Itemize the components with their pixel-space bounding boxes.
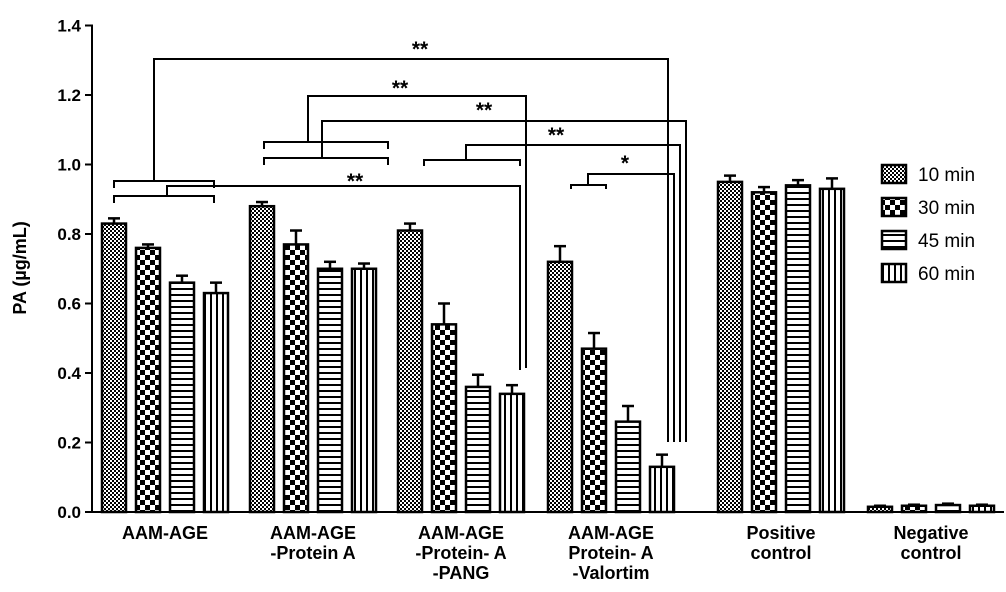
- bracket-line: [423, 159, 521, 166]
- category-label: AAM-AGE -Protein A: [270, 523, 356, 563]
- bracket-line: [570, 184, 607, 189]
- legend-label: 45 min: [918, 231, 975, 252]
- legend: 10 min 30 min 45 min 60 min: [880, 163, 975, 285]
- bracket-line: [153, 58, 669, 442]
- bar: [100, 222, 128, 514]
- significance-brackets: ***********: [113, 38, 687, 442]
- significance-label: *: [621, 152, 630, 175]
- category-label: AAM-AGE: [122, 523, 208, 543]
- legend-swatch: [880, 196, 908, 218]
- significance-label: **: [347, 170, 364, 193]
- legend-label: 30 min: [918, 198, 975, 219]
- y-tick-label: 0.0: [57, 503, 81, 522]
- category-label-line: control: [751, 543, 812, 563]
- bar: [396, 229, 424, 514]
- bar: [716, 180, 744, 514]
- category-label-line: -PANG: [433, 563, 490, 583]
- category-label-line: -Valortim: [572, 563, 649, 583]
- bar: [464, 385, 492, 514]
- y-tick-label: 0.6: [57, 295, 81, 314]
- bar: [784, 184, 812, 514]
- bracket-line: [166, 185, 521, 370]
- bars: [100, 180, 996, 514]
- bar: [282, 243, 310, 514]
- error-bars: [108, 174, 988, 507]
- bracket-line: [307, 95, 527, 368]
- bar: [498, 392, 526, 514]
- category-label: AAM-AGE -Protein- A -PANG: [415, 523, 506, 583]
- category-label: Positive control: [746, 523, 815, 563]
- category-label-line: AAM-AGE: [122, 523, 208, 543]
- bar: [900, 504, 928, 514]
- legend-swatch: [880, 229, 908, 251]
- bar: [316, 267, 344, 514]
- significance-label: **: [392, 77, 409, 100]
- bar: [866, 505, 894, 514]
- bracket-line: [321, 120, 687, 442]
- significance-label: **: [548, 124, 565, 147]
- category-label-line: -Protein A: [270, 543, 355, 563]
- y-tick-label: 0.8: [57, 225, 81, 244]
- legend-swatch: [880, 163, 908, 185]
- category-label-line: Protein- A: [568, 543, 653, 563]
- category-label-line: Negative: [893, 523, 968, 543]
- y-axis: 0.0 0.2 0.4 0.6 0.8 1.0 1.2 1.4: [57, 17, 93, 522]
- category-label-line: AAM-AGE: [418, 523, 504, 543]
- y-tick-label: 1.2: [57, 86, 81, 105]
- y-tick-label: 0.2: [57, 434, 81, 453]
- bracket-line: [113, 195, 215, 203]
- bar: [350, 267, 378, 514]
- legend-label: 60 min: [918, 264, 975, 285]
- bar: [614, 420, 642, 514]
- category-label-line: AAM-AGE: [270, 523, 356, 543]
- category-label-line: AAM-AGE: [568, 523, 654, 543]
- category-label-line: Positive: [746, 523, 815, 543]
- y-axis-label: PA (µg/mL): [10, 221, 30, 314]
- legend-label: 10 min: [918, 165, 975, 186]
- bar: [430, 323, 458, 514]
- legend-swatch: [880, 262, 908, 284]
- category-label: AAM-AGE Protein- A -Valortim: [568, 523, 654, 583]
- bar: [580, 347, 608, 514]
- bracket-line: [465, 144, 681, 442]
- bar: [168, 281, 196, 514]
- y-tick-label: 1.4: [57, 17, 81, 36]
- category-label-line: -Protein- A: [415, 543, 506, 563]
- bar: [934, 503, 962, 514]
- bar: [750, 191, 778, 514]
- bar: [968, 504, 996, 514]
- bracket-line: [587, 173, 675, 442]
- bar: [248, 204, 276, 514]
- significance-label: **: [412, 38, 429, 61]
- bar: [134, 246, 162, 514]
- category-label-line: control: [901, 543, 962, 563]
- bracket-line: [113, 180, 215, 188]
- bar: [546, 260, 574, 514]
- bracket-line: [263, 141, 389, 149]
- bar: [202, 291, 230, 514]
- category-label: Negative control: [893, 523, 968, 563]
- bar: [818, 187, 846, 514]
- bar: [648, 465, 676, 514]
- y-tick-label: 0.4: [57, 364, 81, 383]
- y-tick-label: 1.0: [57, 156, 81, 175]
- bracket-line: [263, 157, 389, 165]
- significance-label: **: [476, 99, 493, 122]
